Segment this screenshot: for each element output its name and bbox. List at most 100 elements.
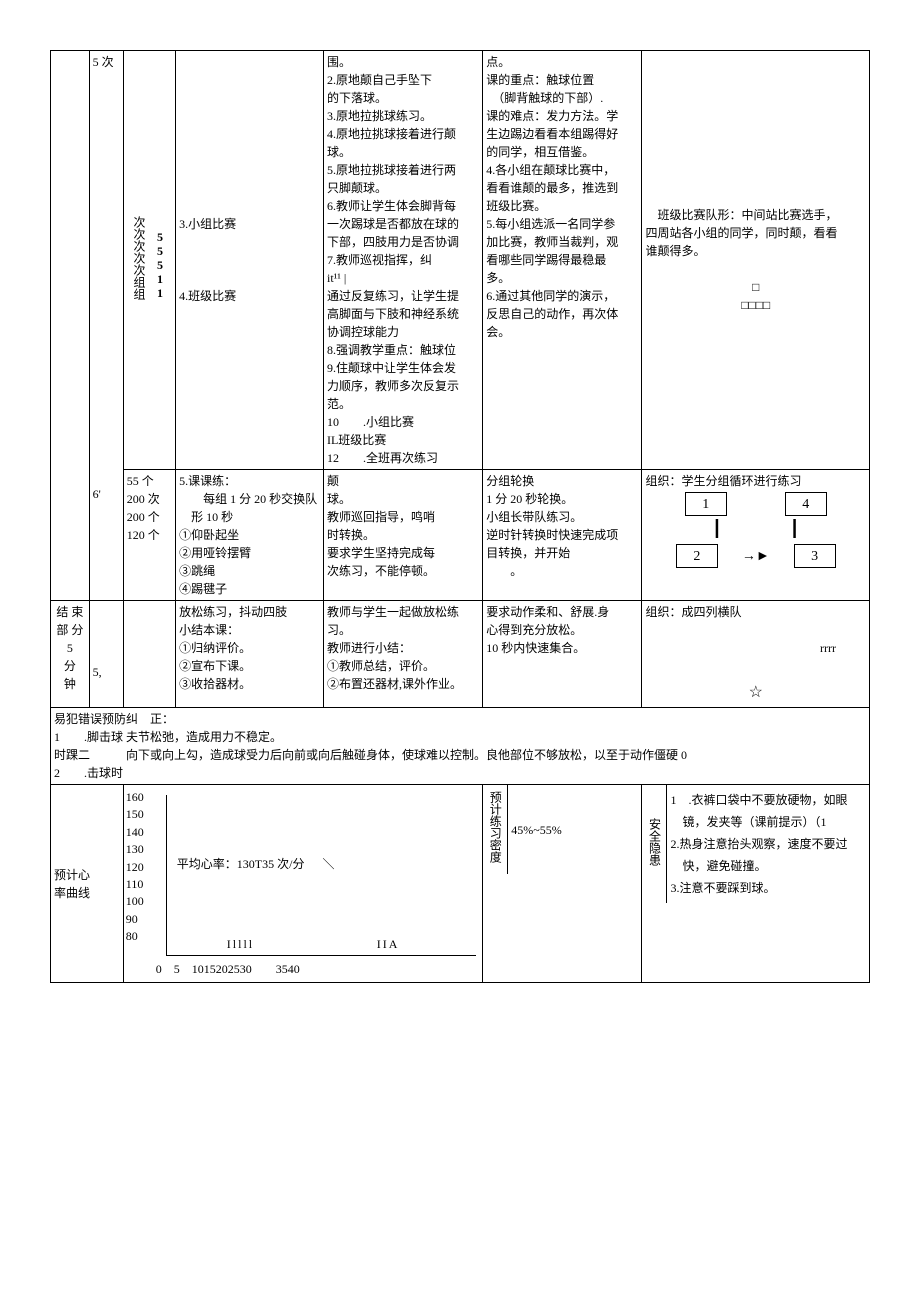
t1-l20: 范。 (327, 395, 479, 413)
yl-2: 140 (126, 824, 144, 841)
t1-l10: 一次踢球是否都放在球的 (327, 215, 479, 233)
heart-rate-chart: 160 150 140 130 120 110 100 90 80 平均心率：1… (126, 789, 476, 978)
t2-l3: 时转换。 (327, 526, 479, 544)
density-label: 预计练习密度 (486, 787, 504, 867)
t1-l15: 高脚面与下肢和神经系统 (327, 305, 479, 323)
diagram-arrows: ┃ ┃ (645, 518, 866, 542)
err-l1: 1 .脚击球 夫节松弛，造成用力不稳定。 (54, 728, 866, 746)
t1-l12: 7.教师巡视指挥，纠 (327, 251, 479, 269)
reps-cell-2: 55 个 200 次 200 个 120 个 (123, 470, 175, 601)
s1-l8: 4.各小组在颠球比赛中， (486, 161, 638, 179)
t1-l6: 球。 (327, 143, 479, 161)
student-cell-1: 点。 课的重点：触球位置 （脚背触球的下部）. 课的难点：发力方法。学 生边踢边… (483, 51, 642, 470)
ending-time: 5, (89, 601, 123, 708)
ea-l3: ①归纳评价。 (179, 639, 320, 657)
t1-l19: 力顺序，教师多次反复示 (327, 377, 479, 395)
xl-1: 5 (174, 960, 180, 978)
r2c3-l2: 200 次 (127, 490, 172, 508)
t1-l8: 只脚颠球。 (327, 179, 479, 197)
arrow-right-icon: →► (742, 546, 770, 567)
box-1: 1 (685, 492, 727, 516)
t2-l4: 要求学生坚持完成每 (327, 544, 479, 562)
t1-l7: 5.原地拉挑球接着进行两 (327, 161, 479, 179)
et-l0: 教师与学生一起做放松练 (327, 603, 479, 621)
yl-5: 110 (126, 876, 144, 893)
et-l3: 教师进行小结： (327, 639, 479, 657)
act-1-item-0: 3.小组比赛 (179, 215, 320, 233)
es-l1: 心得到充分放松。 (486, 621, 638, 639)
t2-l5: 次练习，不能停顿。 (327, 562, 479, 580)
org2-title: 组织：学生分组循环进行练习 (645, 472, 866, 490)
s1-l5: 的同学，相互借鉴。 (486, 143, 638, 161)
content-row-2: 55 个 200 次 200 个 120 个 5.课课练： 每组 1 分 20 … (51, 470, 870, 601)
reps-vtext: 次次次次次组组 (130, 212, 148, 304)
reps-nums: 55511 (151, 226, 169, 304)
es-l0: 要求动作柔和、舒展.身 (486, 603, 638, 621)
chart-avg: 平均心率：130T35 次/分 (177, 857, 305, 871)
error-prevention-row: 易犯错误预防纠 正： 1 .脚击球 夫节松弛，造成用力不稳定。 时踝二 向下或向… (51, 708, 870, 785)
ending-student: 要求动作柔和、舒展.身 心得到充分放松。 10 秒内快速集合。 (483, 601, 642, 708)
ending-teacher: 教师与学生一起做放松练 习。 教师进行小结： ①教师总结，评价。 ②布置还器材,… (323, 601, 482, 708)
s1-l17: 会。 (486, 323, 638, 341)
org-cell-1: 班级比赛队形：中间站比赛选手， 四周站各小组的同学，同时颠，看看 谁颠得多。 □… (642, 51, 870, 470)
safe-l3: 2.热身注意抬头观察，速度不要过 (670, 835, 866, 853)
t1-l14: 通过反复练习，让学生提 (327, 287, 479, 305)
error-prevention-cell: 易犯错误预防纠 正： 1 .脚击球 夫节松弛，造成用力不稳定。 时踝二 向下或向… (51, 708, 870, 785)
et-l4: ①教师总结，评价。 (327, 657, 479, 675)
arrow-down-left: ┃ (712, 518, 722, 542)
diagram-top-row: 1 4 (645, 490, 866, 518)
a2-l6: ④踢毽子 (179, 580, 320, 598)
ending-row: 结 束 部 分 5 分 钟 5, 放松练习，抖动四肢 小结本课： ①归纳评价。 … (51, 601, 870, 708)
s2-l6: 。 (486, 562, 638, 580)
s1-l16: 反思自己的动作，再次体 (486, 305, 638, 323)
r2c3-l1: 55 个 (127, 472, 172, 490)
chart-mark1: Illll (227, 935, 254, 953)
err-l2: 时踝二 向下或向上勾，造成球受力后向前或向后触碰身体，使球难以控制。良他部位不够… (54, 746, 866, 764)
s1-l10: 班级比赛。 (486, 197, 638, 215)
s2-l3: 小组长带队练习。 (486, 508, 638, 526)
t1-l18: 9.住颠球中让学生体会发 (327, 359, 479, 377)
time-1-top: 5 次 (93, 53, 120, 71)
es-l4: 10 秒内快速集合。 (486, 639, 638, 657)
chart-x-labels: 0 5 1015202530 3540 (156, 960, 476, 978)
eo-star: ☆ (645, 681, 866, 705)
org1-l2: 谁颠得多。 (645, 242, 866, 260)
chart-slash: ＼ (322, 857, 334, 871)
yl-1: 150 (126, 806, 144, 823)
section-label-cell (51, 51, 90, 601)
heart-rate-label: 预计心 率曲线 (51, 785, 124, 983)
ending-label: 结 束 部 分 5 分 钟 (51, 601, 90, 708)
t1-l11: 下部，四肢用力是否协调 (327, 233, 479, 251)
t2-l1: 球。 (327, 490, 479, 508)
t2-l0: 颠 (327, 472, 479, 490)
xl-4: 3540 (276, 960, 300, 978)
ea-l4: ②宣布下课。 (179, 657, 320, 675)
a2-l5: ③跳绳 (179, 562, 320, 580)
chart-mark2: IIA (377, 935, 400, 953)
err-l0: 易犯错误预防纠 正： (54, 710, 866, 728)
et-l1: 习。 (327, 621, 479, 639)
s1-l14: 多。 (486, 269, 638, 287)
reps-cell-1: 次次次次次组组 55511 (123, 51, 175, 470)
a2-l3: ①仰卧起坐 (179, 526, 320, 544)
s1-l2: （脚背触球的下部）. (486, 89, 638, 107)
box-4: 4 (785, 492, 827, 516)
safety-notes: 1 .衣裤口袋中不要放硬物，如眼 镜，发夹等（课前提示）（1 2.热身注意抬头观… (667, 785, 869, 903)
safe-l4: 快，避免碰撞。 (670, 857, 866, 875)
eo-rrrr: rrrr (645, 639, 866, 657)
chart-area: 平均心率：130T35 次/分 ＼ Illll IIA (166, 795, 476, 956)
s1-l12: 加比赛，教师当裁判，观 (486, 233, 638, 251)
t1-l3: 的下落球。 (327, 89, 479, 107)
ending-activity: 放松练习，抖动四肢 小结本课： ①归纳评价。 ②宣布下课。 ③收拾器材。 (176, 601, 324, 708)
t1-l16: 协调控球能力 (327, 323, 479, 341)
ea-l5: ③收拾器材。 (179, 675, 320, 693)
s1-l15: 6.通过其他同学的演示， (486, 287, 638, 305)
yl-6: 100 (126, 893, 144, 910)
safe-l0: 1 .衣裤口袋中不要放硬物，如眼 (670, 791, 866, 809)
t1-l22: IL班级比赛 (327, 431, 479, 449)
content-row-1: 5 次 6' 次次次次次组组 55511 3.小组比赛 4.班级比赛 围。 2.… (51, 51, 870, 470)
box-3: 3 (794, 544, 836, 568)
ending-org: 组织：成四列横队 rrrr ☆ (642, 601, 870, 708)
s2-l5: 目转换，并开始 (486, 544, 638, 562)
a2-l4: ②用哑铃摆臂 (179, 544, 320, 562)
